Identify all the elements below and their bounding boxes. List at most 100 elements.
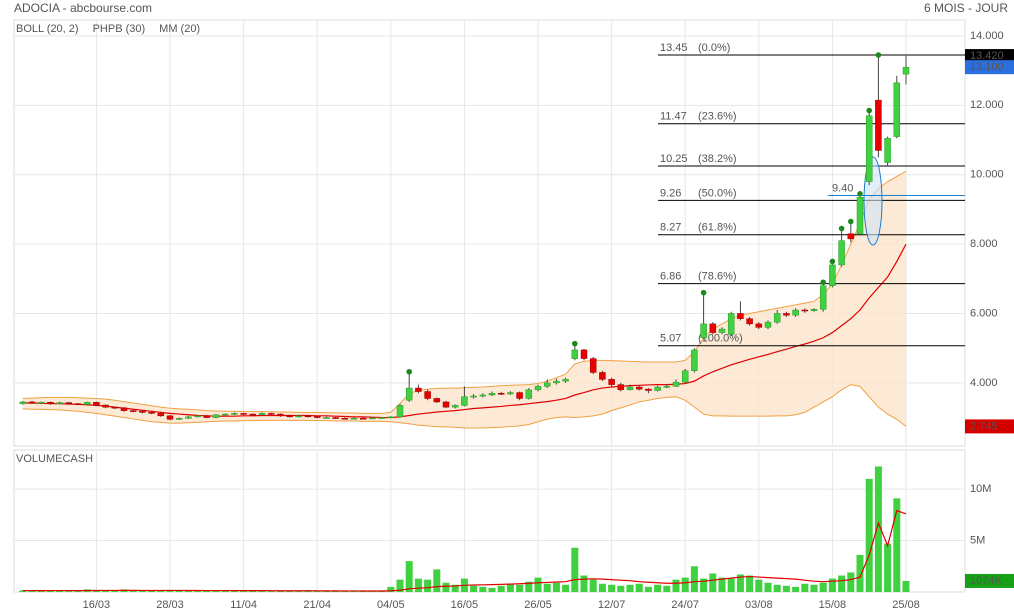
candle-body: [819, 285, 827, 310]
volume-bar: [350, 591, 358, 592]
candle-body: [341, 417, 349, 420]
candle-body: [654, 386, 661, 391]
page-title: ADOCIA - abcbourse.com: [14, 1, 152, 15]
candle-body: [157, 413, 165, 417]
candle-body: [139, 411, 146, 413]
volume-bar: [700, 578, 708, 592]
fib-level: 5.07: [660, 333, 681, 345]
fib-level: 8.27: [660, 222, 681, 234]
candle-body: [737, 313, 744, 319]
volume-bar: [681, 577, 689, 592]
x-tick-label: 28/03: [156, 599, 184, 611]
x-tick-label: 21/04: [303, 599, 331, 611]
volume-bar: [746, 575, 754, 592]
volume-bar: [865, 478, 873, 592]
candle-body: [571, 349, 579, 359]
volume-bar: [580, 575, 588, 592]
volume-ma: [22, 509, 907, 592]
volume-bar: [111, 590, 119, 592]
price-tag-label: 13.100: [970, 61, 1004, 73]
candle-body: [433, 398, 441, 403]
candle-body: [773, 313, 781, 323]
volume-bar: [249, 590, 257, 592]
candle-body: [424, 391, 431, 399]
phpb-dot: [820, 279, 826, 286]
candle-body: [212, 414, 220, 418]
x-tick-label: 15/08: [819, 599, 847, 611]
fib-level: 10.25: [660, 153, 688, 165]
candle-body: [47, 402, 54, 404]
candle-body: [893, 82, 901, 137]
phpb-dot: [838, 225, 845, 232]
candle-body: [19, 401, 27, 404]
volume-bar: [782, 585, 790, 592]
candle-body: [635, 386, 643, 390]
candle-body: [295, 415, 303, 418]
volume-bar: [175, 590, 183, 592]
candle-body: [249, 413, 257, 416]
fib-pct: (50.0%): [698, 187, 737, 199]
phpb-dot: [572, 340, 578, 347]
candle-body: [102, 404, 109, 408]
candle-body: [589, 358, 597, 373]
volume-bar: [313, 591, 321, 592]
volume-bar: [874, 466, 882, 592]
volume-bar: [838, 575, 846, 592]
volume-bar: [552, 582, 560, 592]
panel-label: VOLUMECASH: [16, 453, 93, 465]
candle-body: [304, 415, 312, 418]
candle-body: [286, 415, 293, 418]
candle-body: [442, 401, 450, 408]
candle-body: [534, 386, 542, 391]
volume-bar: [727, 578, 735, 592]
volume-bar: [65, 591, 73, 592]
volume-bar: [74, 590, 82, 592]
candle-body: [479, 394, 487, 397]
candle-body: [681, 370, 689, 383]
fib-pct: (0.0%): [698, 42, 730, 54]
price-tag: [965, 60, 1014, 75]
volume-bar: [644, 586, 652, 592]
fib-level: 13.45: [660, 42, 688, 54]
candle-body: [645, 388, 652, 391]
volume-bar: [801, 583, 809, 592]
candle-body: [221, 413, 229, 416]
volume-bar: [856, 554, 864, 592]
volume-bar: [129, 590, 137, 592]
candle-body: [470, 395, 477, 398]
mm-line: [22, 243, 907, 419]
volume-bar: [19, 590, 27, 592]
candle-body: [553, 380, 560, 384]
volume-bar: [654, 584, 662, 592]
volume-bar: [442, 582, 450, 592]
candle-body: [129, 410, 137, 412]
volume-bar: [304, 590, 312, 592]
volume-bar: [92, 590, 100, 592]
candle-body: [884, 138, 891, 163]
fib-pct: (38.2%): [698, 153, 737, 165]
volume-bar: [240, 590, 248, 592]
volume-bar: [562, 584, 570, 592]
legend-entry: BOLL (20, 2): [16, 23, 79, 35]
volume-bar: [138, 590, 146, 592]
phpb-dot: [700, 289, 707, 296]
phpb-dot: [875, 52, 882, 58]
volume-bar: [184, 590, 192, 592]
candle-body: [267, 413, 275, 415]
candle-body: [507, 392, 514, 395]
candle-body: [148, 412, 155, 414]
volume-bar: [902, 580, 910, 592]
volume-bar: [884, 543, 892, 592]
volume-bar: [258, 590, 266, 592]
candle-body: [185, 416, 192, 419]
fib-level: 11.47: [660, 111, 687, 123]
volume-bar: [571, 547, 579, 592]
candle-body: [28, 401, 36, 404]
candle-body: [111, 406, 119, 409]
candle-body: [231, 413, 238, 415]
volume-bar: [424, 579, 432, 592]
volume-tag-label: 1074K: [970, 575, 1002, 587]
volume-bar: [56, 590, 64, 592]
volume-bar: [764, 582, 772, 592]
volume-bar: [157, 590, 165, 592]
